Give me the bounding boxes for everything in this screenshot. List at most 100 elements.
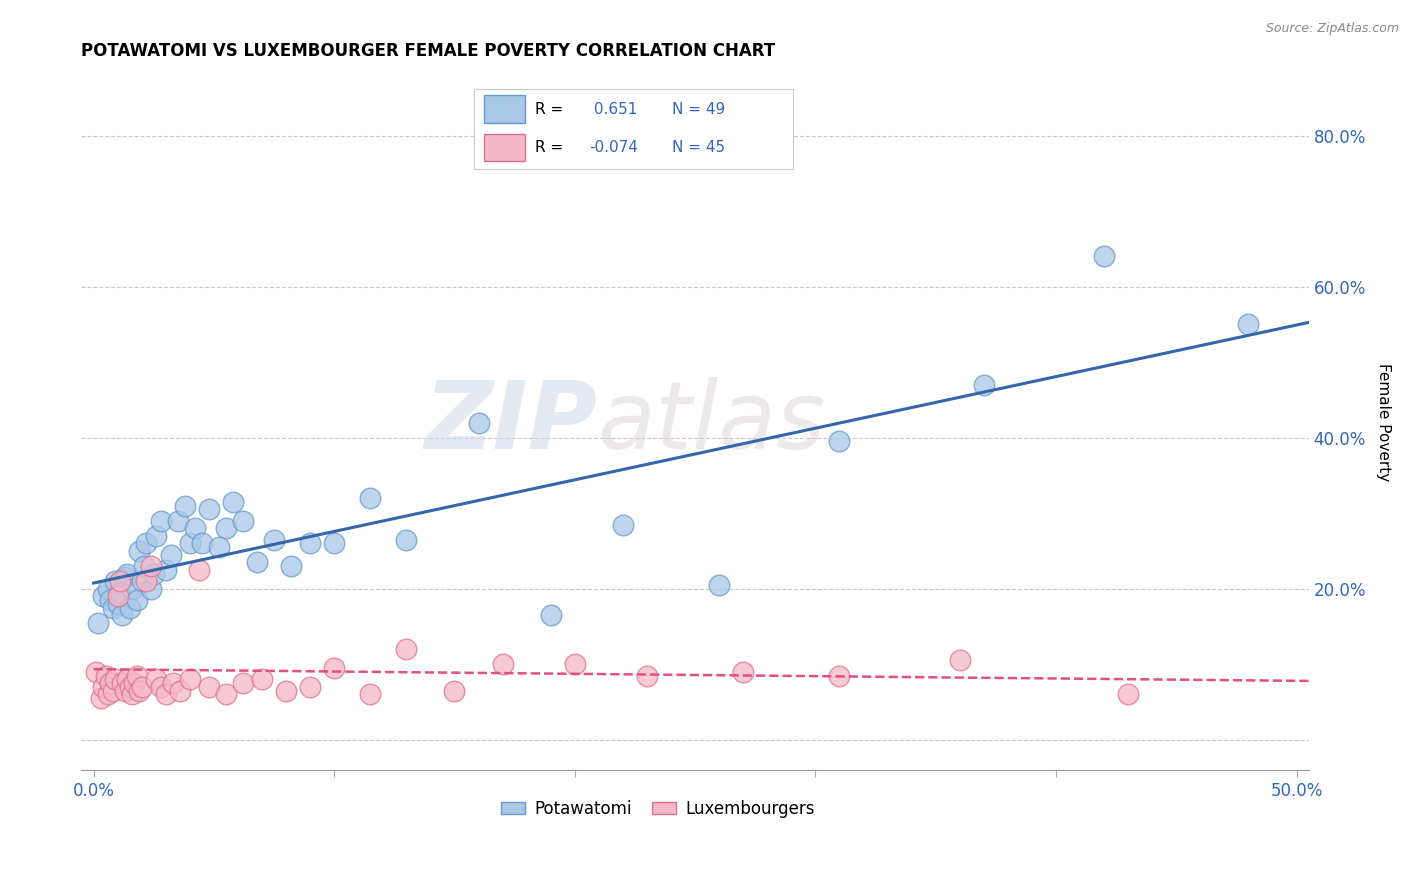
Text: Source: ZipAtlas.com: Source: ZipAtlas.com <box>1265 22 1399 36</box>
Point <box>125 593 148 607</box>
Point <box>118 680 141 694</box>
Point <box>121 688 143 702</box>
Point <box>828 668 851 682</box>
Point <box>564 657 586 672</box>
Point <box>467 416 489 430</box>
Point <box>395 533 418 547</box>
Point <box>443 683 465 698</box>
Point <box>359 491 381 505</box>
Point <box>104 574 127 589</box>
Point <box>107 597 129 611</box>
Point <box>166 514 188 528</box>
Point <box>636 668 658 682</box>
Point <box>232 676 254 690</box>
Point <box>155 688 177 702</box>
Point <box>263 533 285 547</box>
Point <box>115 673 138 687</box>
Point <box>232 514 254 528</box>
Point <box>155 563 177 577</box>
Point <box>114 683 136 698</box>
Point <box>108 585 131 599</box>
Point <box>87 615 110 630</box>
Point <box>98 593 121 607</box>
Legend: Potawatomi, Luxembourgers: Potawatomi, Luxembourgers <box>495 793 821 824</box>
Point <box>191 536 214 550</box>
Point <box>174 499 197 513</box>
Point <box>299 680 322 694</box>
Point <box>215 521 238 535</box>
Point <box>540 608 562 623</box>
Point <box>121 582 143 596</box>
Text: POTAWATOMI VS LUXEMBOURGER FEMALE POVERTY CORRELATION CHART: POTAWATOMI VS LUXEMBOURGER FEMALE POVERT… <box>82 42 776 60</box>
Point <box>395 642 418 657</box>
Point <box>179 536 201 550</box>
Point <box>162 676 184 690</box>
Point <box>280 559 302 574</box>
Point <box>111 676 134 690</box>
Point <box>1092 250 1115 264</box>
Point <box>142 566 165 581</box>
Point <box>159 548 181 562</box>
Point <box>111 608 134 623</box>
Point <box>145 529 167 543</box>
Point <box>359 688 381 702</box>
Point <box>101 683 124 698</box>
Point <box>274 683 297 698</box>
Y-axis label: Female Poverty: Female Poverty <box>1376 363 1391 482</box>
Point <box>128 544 150 558</box>
Point <box>101 600 124 615</box>
Point <box>125 668 148 682</box>
Point <box>91 589 114 603</box>
Point <box>115 566 138 581</box>
Point <box>141 582 163 596</box>
Point <box>169 683 191 698</box>
Point <box>131 680 153 694</box>
Point <box>135 574 157 589</box>
Point <box>128 683 150 698</box>
Point <box>215 688 238 702</box>
Point <box>132 559 155 574</box>
Point <box>208 540 231 554</box>
Point <box>131 574 153 589</box>
Point <box>246 555 269 569</box>
Point <box>141 559 163 574</box>
Point <box>222 495 245 509</box>
Point <box>108 574 131 589</box>
Text: atlas: atlas <box>598 377 825 468</box>
Point <box>94 668 117 682</box>
Point <box>198 680 221 694</box>
Point <box>104 673 127 687</box>
Point <box>949 653 972 667</box>
Point <box>1237 318 1260 332</box>
Point <box>323 536 346 550</box>
Point <box>91 680 114 694</box>
Point <box>828 434 851 449</box>
Point <box>179 673 201 687</box>
Point <box>145 673 167 687</box>
Point <box>491 657 513 672</box>
Point <box>107 589 129 603</box>
Text: ZIP: ZIP <box>425 376 598 468</box>
Point <box>97 688 120 702</box>
Point <box>118 600 141 615</box>
Point <box>84 665 107 679</box>
Point <box>733 665 755 679</box>
Point <box>114 570 136 584</box>
Point <box>135 536 157 550</box>
Point <box>124 676 146 690</box>
Point <box>97 582 120 596</box>
Point <box>98 676 121 690</box>
Point <box>188 563 211 577</box>
Point <box>183 521 205 535</box>
Point <box>973 377 995 392</box>
Point <box>198 502 221 516</box>
Point <box>250 673 273 687</box>
Point <box>299 536 322 550</box>
Point <box>1116 688 1139 702</box>
Point <box>707 578 730 592</box>
Point <box>612 517 634 532</box>
Point <box>149 680 172 694</box>
Point <box>323 661 346 675</box>
Point <box>149 514 172 528</box>
Point <box>90 691 112 706</box>
